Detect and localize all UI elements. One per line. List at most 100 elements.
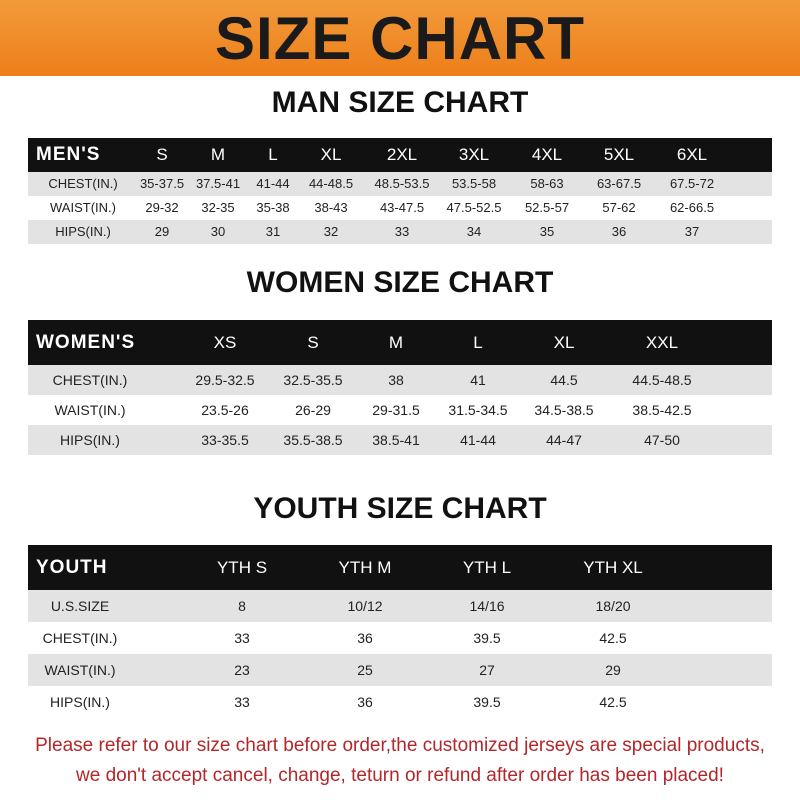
cell: 6XL: [676, 145, 708, 164]
cell: 41-44: [256, 176, 290, 191]
cell: 48.5-53.5: [374, 176, 430, 191]
cell: 63-67.5: [596, 176, 642, 191]
cell: 44-48.5: [308, 176, 354, 191]
cell: 35-38: [256, 200, 290, 215]
cell: XS: [213, 333, 237, 352]
youth-chart-title: YOUTH SIZE CHART: [253, 492, 547, 525]
cell: 36: [357, 694, 373, 710]
row-label: U.S.SIZE: [50, 598, 110, 614]
cell: 10/12: [347, 598, 383, 614]
table-row: WAIST(IN.) 23 25 27 29: [28, 654, 772, 686]
cell: 47-50: [644, 432, 680, 448]
cell: S: [156, 145, 168, 164]
men-chart-title: MAN SIZE CHART: [271, 86, 529, 119]
cell: 39.5: [473, 630, 501, 646]
cell: 23: [234, 662, 250, 678]
notice-line-2: we don't accept cancel, change, teturn o…: [76, 765, 724, 786]
cell: 27: [479, 662, 495, 678]
cell: 31.5-34.5: [448, 402, 508, 418]
table-row: HIPS(IN.) 29 30 31 32 33 34 35 36 37: [28, 220, 772, 244]
cell: M: [388, 333, 404, 352]
header-row: MEN'S S M L XL 2XL 3XL 4XL 5XL 6XL: [28, 138, 772, 172]
cell: 42.5: [599, 630, 627, 646]
cell: 41: [470, 372, 486, 388]
table-row: U.S.SIZE 8 10/12 14/16 18/20: [28, 590, 772, 622]
cell: 18/20: [595, 598, 631, 614]
table-row: HIPS(IN.) 33-35.5 35.5-38.5 38.5-41 41-44 44-…: [28, 425, 772, 455]
row-label: WAIST(IN.): [50, 200, 116, 215]
cell: 38.5-42.5: [632, 402, 692, 418]
cell: 35: [539, 224, 555, 239]
youth-size-table: YOUTH YTH S YTH M YTH L YTH XL U.S.SIZE 8 10/12…: [28, 545, 772, 718]
cell: 38: [388, 372, 404, 388]
cell: 32.5-35.5: [283, 372, 343, 388]
cell: XL: [553, 333, 575, 352]
row-label: HIPS(IN.): [55, 224, 111, 239]
cell: 57-62: [602, 200, 636, 215]
cell: L: [268, 145, 278, 164]
cell: 43-47.5: [379, 200, 425, 215]
cell: 2XL: [386, 145, 418, 164]
cell: 29: [605, 662, 621, 678]
cell: 5XL: [603, 145, 635, 164]
women-size-table: WOMEN'S XS S M L XL XXL CHEST(IN.) 29.5-32.5 32.5…: [28, 320, 772, 455]
cell: 42.5: [599, 694, 627, 710]
cell: 44.5-48.5: [632, 372, 692, 388]
cell: 44-47: [546, 432, 582, 448]
cell: 8: [238, 598, 246, 614]
cell: 29: [154, 224, 170, 239]
men-size-table: MEN'S S M L XL 2XL 3XL 4XL 5XL 6XL CHEST(IN.) 35-37…: [28, 138, 772, 244]
cell: L: [473, 333, 483, 352]
cell: YTH M: [338, 558, 392, 577]
cell: 4XL: [531, 145, 563, 164]
cell: 25: [357, 662, 373, 678]
row-label: CHEST(IN.): [52, 372, 128, 388]
row-label: HIPS(IN.): [50, 694, 110, 710]
row-label: YOUTH: [36, 557, 108, 578]
table-row: CHEST(IN.) 35-37.5 37.5-41 41-44 44-48.5 48.5…: [28, 172, 772, 196]
cell: 38.5-41: [372, 432, 420, 448]
cell: 53.5-58: [451, 176, 497, 191]
cell: 35.5-38.5: [283, 432, 343, 448]
cell: S: [307, 333, 319, 352]
cell: 36: [611, 224, 627, 239]
cell: 29-32: [145, 200, 179, 215]
cell: 41-44: [460, 432, 496, 448]
banner-title: SIZE CHART: [215, 5, 585, 72]
cell: 44.5: [550, 372, 578, 388]
cell: 33-35.5: [201, 432, 249, 448]
cell: 52.5-57: [524, 200, 570, 215]
cell: 31: [265, 224, 281, 239]
cell: YTH S: [216, 558, 268, 577]
cell: 62-66.5: [669, 200, 715, 215]
cell: 37: [684, 224, 700, 239]
cell: 29-31.5: [372, 402, 420, 418]
cell: 32-35: [201, 200, 235, 215]
row-label: CHEST(IN.): [42, 630, 118, 646]
cell: 39.5: [473, 694, 501, 710]
cell: YTH XL: [583, 558, 643, 577]
cell: 26-29: [295, 402, 331, 418]
table-row: HIPS(IN.) 33 36 39.5 42.5: [28, 686, 772, 718]
cell: 3XL: [458, 145, 490, 164]
cell: 37.5-41: [195, 176, 241, 191]
cell: 34: [466, 224, 482, 239]
row-label: WAIST(IN.): [54, 402, 126, 418]
cell: M: [210, 145, 226, 164]
table-row: CHEST(IN.) 29.5-32.5 32.5-35.5 38 41 44.5 44.5…: [28, 365, 772, 395]
cell: 67.5-72: [669, 176, 715, 191]
cell: XXL: [645, 333, 679, 352]
row-label: WOMEN'S: [36, 332, 136, 353]
size-chart-banner: SIZE CHART: [0, 0, 800, 76]
table-row: CHEST(IN.) 33 36 39.5 42.5: [28, 622, 772, 654]
women-chart-title: WOMEN SIZE CHART: [246, 266, 554, 299]
cell: YTH L: [462, 558, 512, 577]
cell: 36: [357, 630, 373, 646]
row-label: WAIST(IN.): [44, 662, 116, 678]
cell: 29.5-32.5: [195, 372, 255, 388]
row-label: MEN'S: [36, 144, 101, 165]
cell: 33: [234, 630, 250, 646]
cell: 14/16: [469, 598, 505, 614]
cell: 35-37.5: [139, 176, 185, 191]
cell: 34.5-38.5: [534, 402, 594, 418]
